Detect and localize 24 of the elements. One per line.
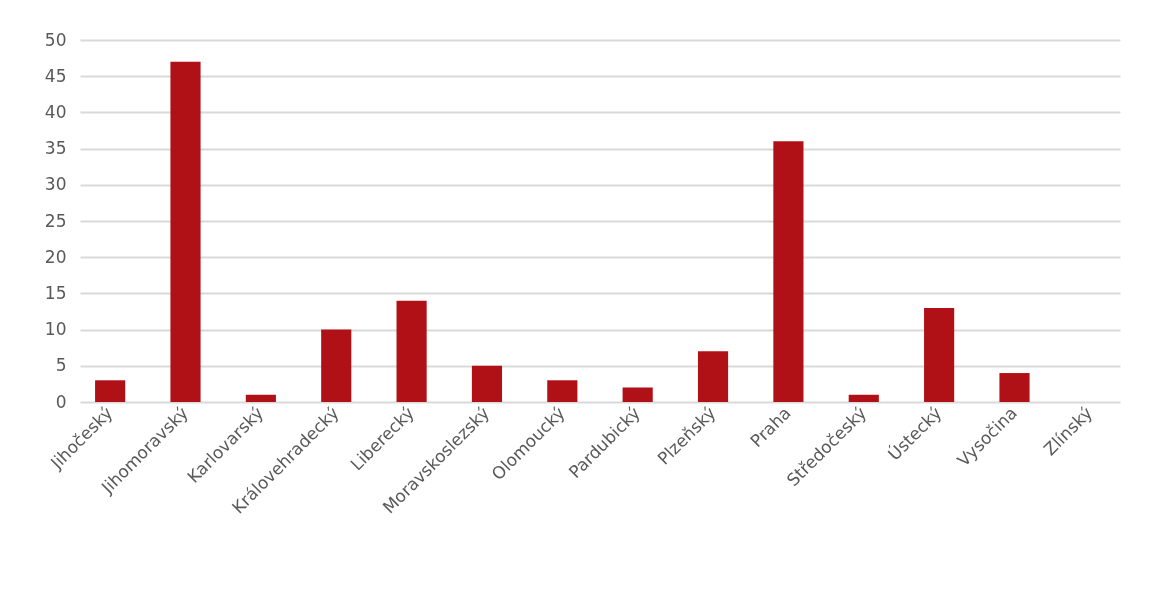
bar — [95, 380, 126, 402]
bar — [170, 61, 201, 402]
y-tick-label: 10 — [44, 319, 67, 340]
y-tick-label: 5 — [55, 355, 67, 376]
y-tick-label: 40 — [44, 101, 67, 122]
bar — [547, 380, 578, 402]
y-tick-label: 35 — [44, 138, 67, 159]
bar — [396, 300, 427, 402]
bar — [321, 329, 352, 402]
bar — [471, 365, 503, 402]
y-tick-label: 30 — [44, 174, 67, 195]
bar — [697, 351, 729, 402]
y-tick-label: 15 — [44, 282, 67, 303]
y-tick-label: 50 — [44, 29, 67, 50]
y-tick-label: 25 — [44, 210, 67, 231]
y-tick-label: 20 — [44, 246, 67, 267]
bar — [245, 394, 276, 402]
bar — [848, 394, 879, 402]
bar — [773, 141, 804, 402]
y-tick-label: 45 — [44, 65, 67, 86]
bar — [622, 387, 653, 402]
y-tick-label: 0 — [55, 391, 67, 412]
bar — [924, 307, 955, 402]
bar — [999, 373, 1030, 402]
